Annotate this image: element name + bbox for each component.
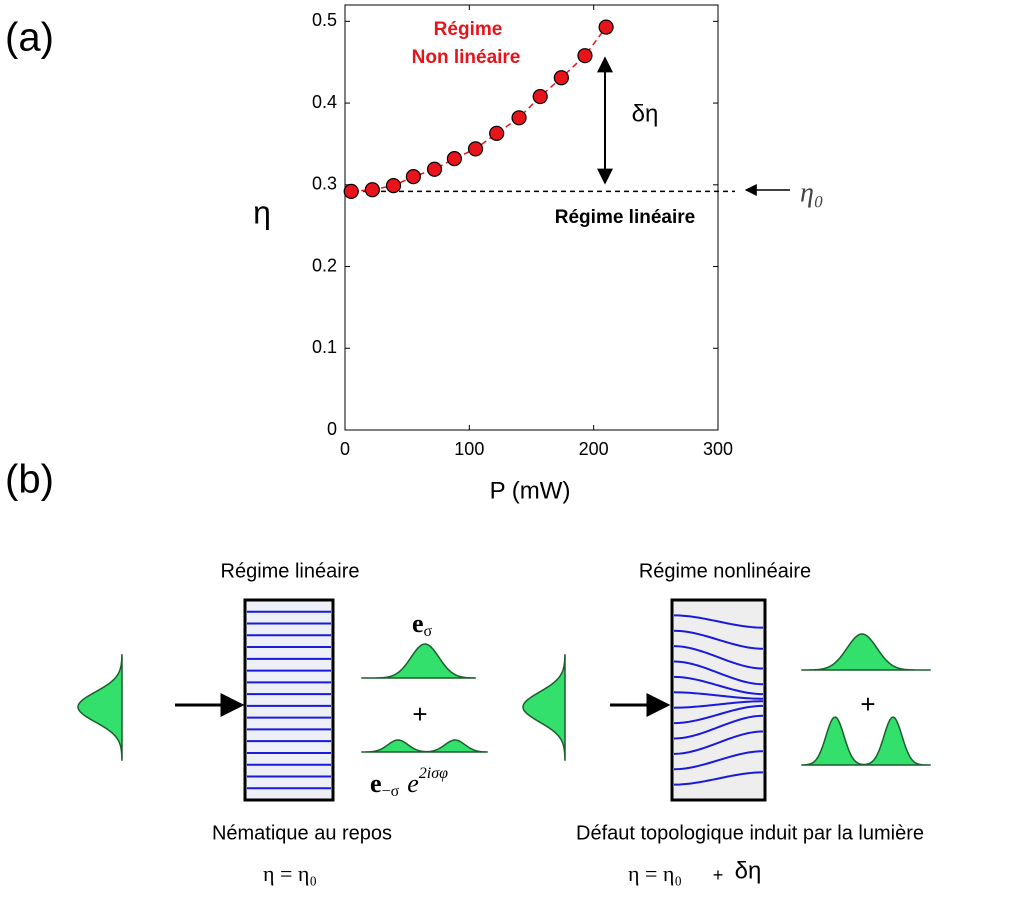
director-line — [673, 714, 764, 740]
x-tick-label: 0 — [340, 439, 350, 459]
diagram-title: Régime nonlinéaire — [639, 560, 811, 582]
cell — [243, 598, 335, 802]
director-line — [673, 660, 764, 686]
director-line — [673, 704, 764, 725]
annotation: η₀ — [800, 177, 824, 208]
operator: + — [860, 689, 875, 719]
data-point — [446, 151, 463, 167]
field-base: e — [412, 609, 424, 638]
annotation: δη — [632, 100, 659, 127]
data-point — [532, 88, 548, 105]
caption: Nématique au repos — [212, 822, 392, 844]
field-label: e−σ e2iσφ — [370, 765, 448, 800]
beam — [77, 654, 123, 761]
operator: + — [713, 865, 724, 885]
y-axis-label: η — [253, 194, 271, 230]
data-point — [405, 169, 421, 185]
data-point — [467, 141, 484, 157]
director-line — [673, 700, 764, 709]
beam — [522, 654, 566, 761]
diagram: Régime linéaire Régime nonlinéaire Némat… — [77, 560, 931, 886]
equation: η = η₀ — [628, 861, 682, 886]
y-tick-label: 0.4 — [312, 92, 337, 112]
field-sub: σ — [424, 623, 433, 640]
data-point — [385, 178, 402, 194]
plot-frame — [344, 4, 719, 431]
x-tick-label: 300 — [703, 439, 733, 459]
x-tick-label: 200 — [579, 439, 609, 459]
beam — [361, 643, 476, 679]
data-point — [364, 182, 380, 198]
annotation: Régime linéaire — [555, 207, 695, 228]
diagram-title: Régime linéaire — [221, 560, 360, 582]
data-point — [343, 183, 359, 199]
beam — [801, 716, 931, 766]
operator: + — [412, 699, 427, 729]
data-point — [598, 19, 614, 35]
y-tick-label: 0 — [327, 419, 337, 439]
annotation: Non linéaire — [412, 47, 521, 68]
caption: Défaut topologique induit par la lumière — [576, 822, 924, 844]
field-sub: −σ — [382, 783, 400, 800]
equation: δη — [735, 857, 762, 884]
x-axis-label: P (mW) — [490, 477, 571, 504]
equation: η = η₀ — [263, 861, 317, 886]
field-base: e — [370, 769, 382, 798]
cell — [670, 598, 767, 802]
director-line — [673, 730, 764, 755]
panel-label: (b) — [5, 458, 54, 502]
director-line — [673, 629, 764, 650]
y-tick-label: 0.5 — [312, 10, 337, 30]
y-tick-label: 0.2 — [312, 255, 337, 275]
field-exp-base: e — [407, 769, 419, 798]
x-tick-label: 100 — [454, 439, 484, 459]
data-point — [511, 110, 527, 126]
director-line — [673, 771, 764, 786]
director-line — [673, 675, 764, 696]
panel-label: (a) — [5, 16, 54, 60]
data-point — [426, 161, 443, 177]
director-line — [673, 645, 764, 670]
beam — [361, 739, 488, 753]
director-line — [673, 691, 764, 700]
data-point — [489, 125, 505, 141]
field-label: eσ — [412, 609, 433, 640]
data-point — [553, 70, 569, 86]
data-point — [577, 48, 593, 64]
y-tick-label: 0.3 — [312, 174, 337, 194]
y-tick-label: 0.1 — [312, 337, 337, 357]
beam — [801, 633, 931, 671]
field-exp: 2iσφ — [419, 765, 448, 782]
director-line — [673, 750, 764, 771]
annotation: Régime — [434, 19, 503, 40]
director-line — [673, 614, 764, 629]
